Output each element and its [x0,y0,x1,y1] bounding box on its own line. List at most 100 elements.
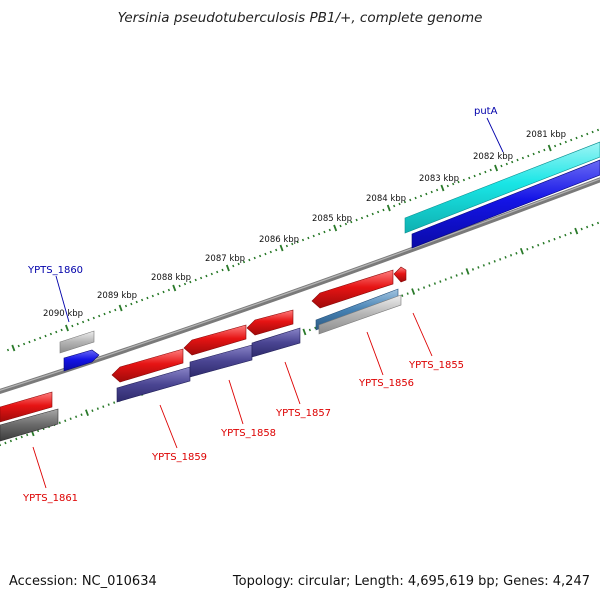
minor-tick [564,140,567,144]
feature-puta-cds[interactable] [411,159,600,249]
minor-tick [253,256,256,260]
minor-tick [130,302,133,306]
minor-tick [439,280,442,283]
major-tick [386,204,391,212]
gene-label-ypts1856[interactable]: YPTS_1856 [358,378,414,389]
minor-tick [64,419,67,423]
minor-tick [484,170,487,174]
minor-tick [596,221,600,225]
minor-tick [580,134,583,138]
minor-tick [515,251,518,255]
leader-ypts1861 [32,446,47,489]
minor-tick [113,401,116,404]
minor-tick [344,222,347,226]
gene-label-ypts1861[interactable]: YPTS_1861 [22,493,78,504]
scale-label-2087: 2087 kbp [205,254,245,264]
major-tick [279,244,284,252]
minor-tick [17,344,20,348]
minor-tick [564,233,567,237]
minor-tick [558,235,562,239]
minor-tick [15,437,18,441]
feature-ypts1857-cds[interactable] [246,309,294,336]
feature-ypts1857-other[interactable] [251,327,301,358]
minor-tick [339,224,342,228]
minor-tick [44,334,47,338]
minor-tick [477,266,480,269]
minor-tick [4,441,7,445]
gene-label-ypts1855[interactable]: YPTS_1855 [408,360,464,371]
feature-ypts1856-pseudo[interactable] [318,294,402,335]
gene-label-ypts1859[interactable]: YPTS_1859 [151,452,207,463]
leader-ypts1857 [284,361,301,405]
minor-tick [259,254,262,258]
page-title: Yersinia pseudotuberculosis PB1/+, compl… [117,10,483,26]
feature-ypts1861-pseudo[interactable] [0,408,59,442]
minor-tick [312,234,315,238]
scale-label-2088: 2088 kbp [151,273,191,283]
minor-tick [33,338,36,342]
feature-ypts1860-pseudo[interactable] [59,330,95,354]
gene-label-ypts1860[interactable]: YPTS_1860 [27,265,83,276]
major-tick [11,344,16,352]
major-tick [574,227,579,235]
scale-label-2081: 2081 kbp [526,130,566,140]
major-tick [465,268,470,275]
feature-puta-other[interactable] [404,141,600,234]
minor-tick [586,225,589,229]
minor-tick [468,176,471,180]
minor-tick [20,435,23,439]
minor-tick [167,288,170,292]
minor-tick [489,168,492,172]
minor-tick [23,342,26,346]
feature-ypts1860-cds[interactable] [63,349,100,372]
major-tick [65,324,69,332]
feature-ypts1859-other[interactable] [116,366,191,403]
minor-tick [232,264,235,268]
minor-tick [527,154,530,158]
major-tick [85,409,89,417]
minor-tick [499,258,502,261]
minor-tick [82,320,85,324]
leader-puta [486,117,504,153]
minor-tick [398,202,401,206]
minor-tick [314,326,317,330]
gene-label-ypts1857[interactable]: YPTS_1857 [275,408,331,419]
major-tick [172,284,177,292]
minor-tick [371,212,374,216]
gene-label-ypts1858[interactable]: YPTS_1858 [220,428,276,439]
minor-tick [570,138,573,142]
minor-tick [505,162,508,166]
minor-tick [425,192,428,196]
minor-tick [382,208,385,212]
feature-ypts1855-cds[interactable] [393,266,407,283]
feature-ypts1858-cds[interactable] [183,324,247,356]
minor-tick [107,403,110,406]
leader-ypts1856 [366,331,384,376]
minor-tick [531,245,534,249]
minor-tick [553,237,556,241]
major-tick [225,264,230,272]
minor-tick [473,174,476,178]
minor-tick [406,292,409,295]
minor-tick [409,198,412,202]
minor-tick [403,200,406,204]
minor-tick [478,172,482,176]
feature-ypts1858-other[interactable] [189,344,253,378]
feature-ypts1861-cds[interactable] [0,391,53,423]
feature-ypts1856-cds[interactable] [311,269,394,309]
scale-label-2082: 2082 kbp [473,152,513,162]
gene-label-puta[interactable]: putA [474,106,498,117]
minor-tick [146,296,149,300]
minor-tick [433,282,436,285]
minor-tick [108,310,111,314]
minor-tick [516,158,519,162]
minor-tick [87,318,90,322]
feature-ypts1859-cds[interactable] [111,348,184,383]
minor-tick [296,240,299,244]
minor-tick [455,274,458,277]
minor-tick [200,276,203,280]
minor-tick [360,216,364,220]
minor-tick [9,439,12,443]
minor-tick [151,294,154,298]
